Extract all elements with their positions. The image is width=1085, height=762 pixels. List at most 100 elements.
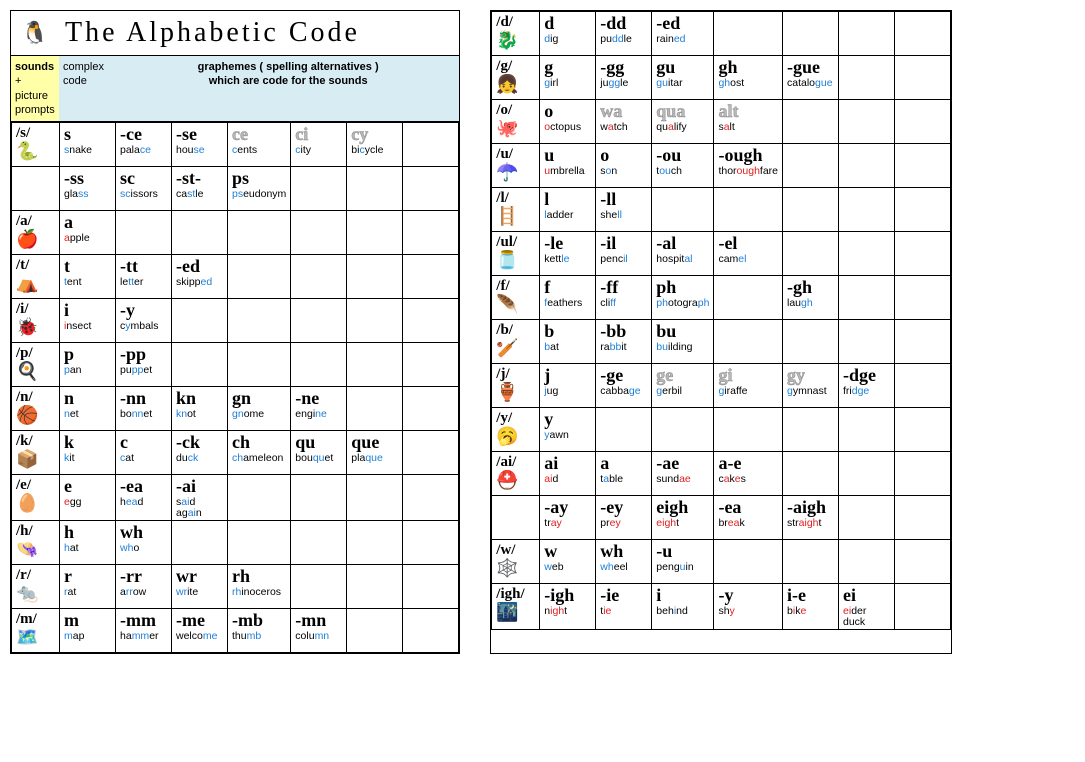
grapheme-cell — [403, 431, 459, 475]
grapheme-cell: -mmhammer — [116, 609, 172, 653]
grapheme-cell: scscissors — [116, 167, 172, 211]
grapheme-cell — [403, 521, 459, 565]
grapheme-cell — [403, 609, 459, 653]
grapheme-cell — [714, 276, 783, 320]
grapheme-cell: -rrarrow — [116, 565, 172, 609]
grapheme-cell — [839, 188, 895, 232]
grapheme-cell — [783, 144, 839, 188]
left-panel: 🐧 The Alphabetic Code sounds + picture p… — [10, 10, 460, 654]
grapheme-cell — [839, 232, 895, 276]
grapheme-cell: ppan — [60, 343, 116, 387]
grapheme-cell — [403, 565, 459, 609]
grapheme-cell: ttent — [60, 255, 116, 299]
grapheme-cell: iinsect — [60, 299, 116, 343]
grapheme-cell: -ddpuddle — [596, 12, 652, 56]
grapheme-cell — [347, 299, 403, 343]
grapheme-cell — [895, 320, 951, 364]
grapheme-cell: guguitar — [652, 56, 714, 100]
grapheme-cell — [783, 320, 839, 364]
grapheme-cell: eegg — [60, 475, 116, 521]
right-panel: /d/🐉ddig-ddpuddle-edrained/g/👧ggirl-ggju… — [490, 10, 952, 654]
sound-cell: /g/👧 — [492, 56, 540, 100]
grapheme-cell: rrat — [60, 565, 116, 609]
grapheme-cell: -ckduck — [172, 431, 228, 475]
grapheme-cell: eieider duck — [839, 584, 895, 630]
grapheme-cell — [403, 167, 459, 211]
sound-cell: /w/🕸️ — [492, 540, 540, 584]
grapheme-cell: aapple — [60, 211, 116, 255]
grapheme-cell: bubuilding — [652, 320, 714, 364]
grapheme-cell — [228, 255, 291, 299]
grapheme-cell — [839, 144, 895, 188]
grapheme-cell: altsalt — [714, 100, 783, 144]
grapheme-cell — [228, 521, 291, 565]
grapheme-cell — [839, 408, 895, 452]
grapheme-cell: rhrhinoceros — [228, 565, 291, 609]
grapheme-cell: bbat — [540, 320, 596, 364]
grapheme-cell — [839, 496, 895, 540]
grapheme-cell — [403, 123, 459, 167]
grapheme-cell: ibehind — [652, 584, 714, 630]
grapheme-cell: chchameleon — [228, 431, 291, 475]
grapheme-cell: -lekettle — [540, 232, 596, 276]
sound-cell: /h/👒 — [12, 521, 60, 565]
sound-cell: /ai/⛑️ — [492, 452, 540, 496]
grapheme-cell: phphotograph — [652, 276, 714, 320]
grapheme-cell: ffeathers — [540, 276, 596, 320]
grapheme-cell: gigiraffe — [714, 364, 783, 408]
sound-cell: /r/🐀 — [12, 565, 60, 609]
page-title: The Alphabetic Code — [59, 11, 459, 55]
hdr-sounds-3: prompts — [15, 104, 55, 116]
grapheme-cell — [783, 452, 839, 496]
grapheme-cell: -aighstraight — [783, 496, 839, 540]
grapheme-cell: quaqualify — [652, 100, 714, 144]
grapheme-cell — [895, 452, 951, 496]
grapheme-cell: gegerbil — [652, 364, 714, 408]
grapheme-cell: -upenguin — [652, 540, 714, 584]
grapheme-cell: kkit — [60, 431, 116, 475]
sound-cell: /n/🏀 — [12, 387, 60, 431]
grapheme-cell — [895, 496, 951, 540]
grapheme-cell: -sehouse — [172, 123, 228, 167]
grapheme-cell — [839, 56, 895, 100]
grapheme-cell — [403, 343, 459, 387]
grapheme-cell: gygymnast — [783, 364, 839, 408]
grapheme-cell — [895, 540, 951, 584]
sound-cell: /f/🪶 — [492, 276, 540, 320]
right-table: /d/🐉ddig-ddpuddle-edrained/g/👧ggirl-ggju… — [491, 11, 951, 630]
grapheme-cell — [839, 276, 895, 320]
grapheme-cell — [403, 255, 459, 299]
grapheme-cell: -mbthumb — [228, 609, 291, 653]
sound-cell: /i/🐞 — [12, 299, 60, 343]
grapheme-cell: cybicycle — [347, 123, 403, 167]
grapheme-cell — [783, 540, 839, 584]
grapheme-cell — [291, 343, 347, 387]
grapheme-cell: hhat — [60, 521, 116, 565]
grapheme-cell — [228, 343, 291, 387]
grapheme-cell — [652, 188, 714, 232]
grapheme-cell — [839, 540, 895, 584]
grapheme-cell: -guecatalogue — [783, 56, 839, 100]
grapheme-cell — [291, 299, 347, 343]
grapheme-cell: -ttletter — [116, 255, 172, 299]
grapheme-cell: ooctopus — [540, 100, 596, 144]
grapheme-cell: -edskipped — [172, 255, 228, 299]
grapheme-cell: queplaque — [347, 431, 403, 475]
grapheme-cell — [172, 343, 228, 387]
grapheme-cell: -llshell — [596, 188, 652, 232]
grapheme-cell — [839, 12, 895, 56]
grapheme-cell: -mewelcome — [172, 609, 228, 653]
grapheme-cell — [839, 100, 895, 144]
grapheme-cell: -elcamel — [714, 232, 783, 276]
sound-cell: /igh/🌃 — [492, 584, 540, 630]
grapheme-cell: uumbrella — [540, 144, 596, 188]
grapheme-cell — [291, 475, 347, 521]
grapheme-cell: whwho — [116, 521, 172, 565]
grapheme-cell — [347, 475, 403, 521]
grapheme-cell — [895, 100, 951, 144]
grapheme-cell: knknot — [172, 387, 228, 431]
grapheme-cell: atable — [596, 452, 652, 496]
grapheme-cell: yyawn — [540, 408, 596, 452]
grapheme-cell — [783, 188, 839, 232]
grapheme-cell: mmap — [60, 609, 116, 653]
